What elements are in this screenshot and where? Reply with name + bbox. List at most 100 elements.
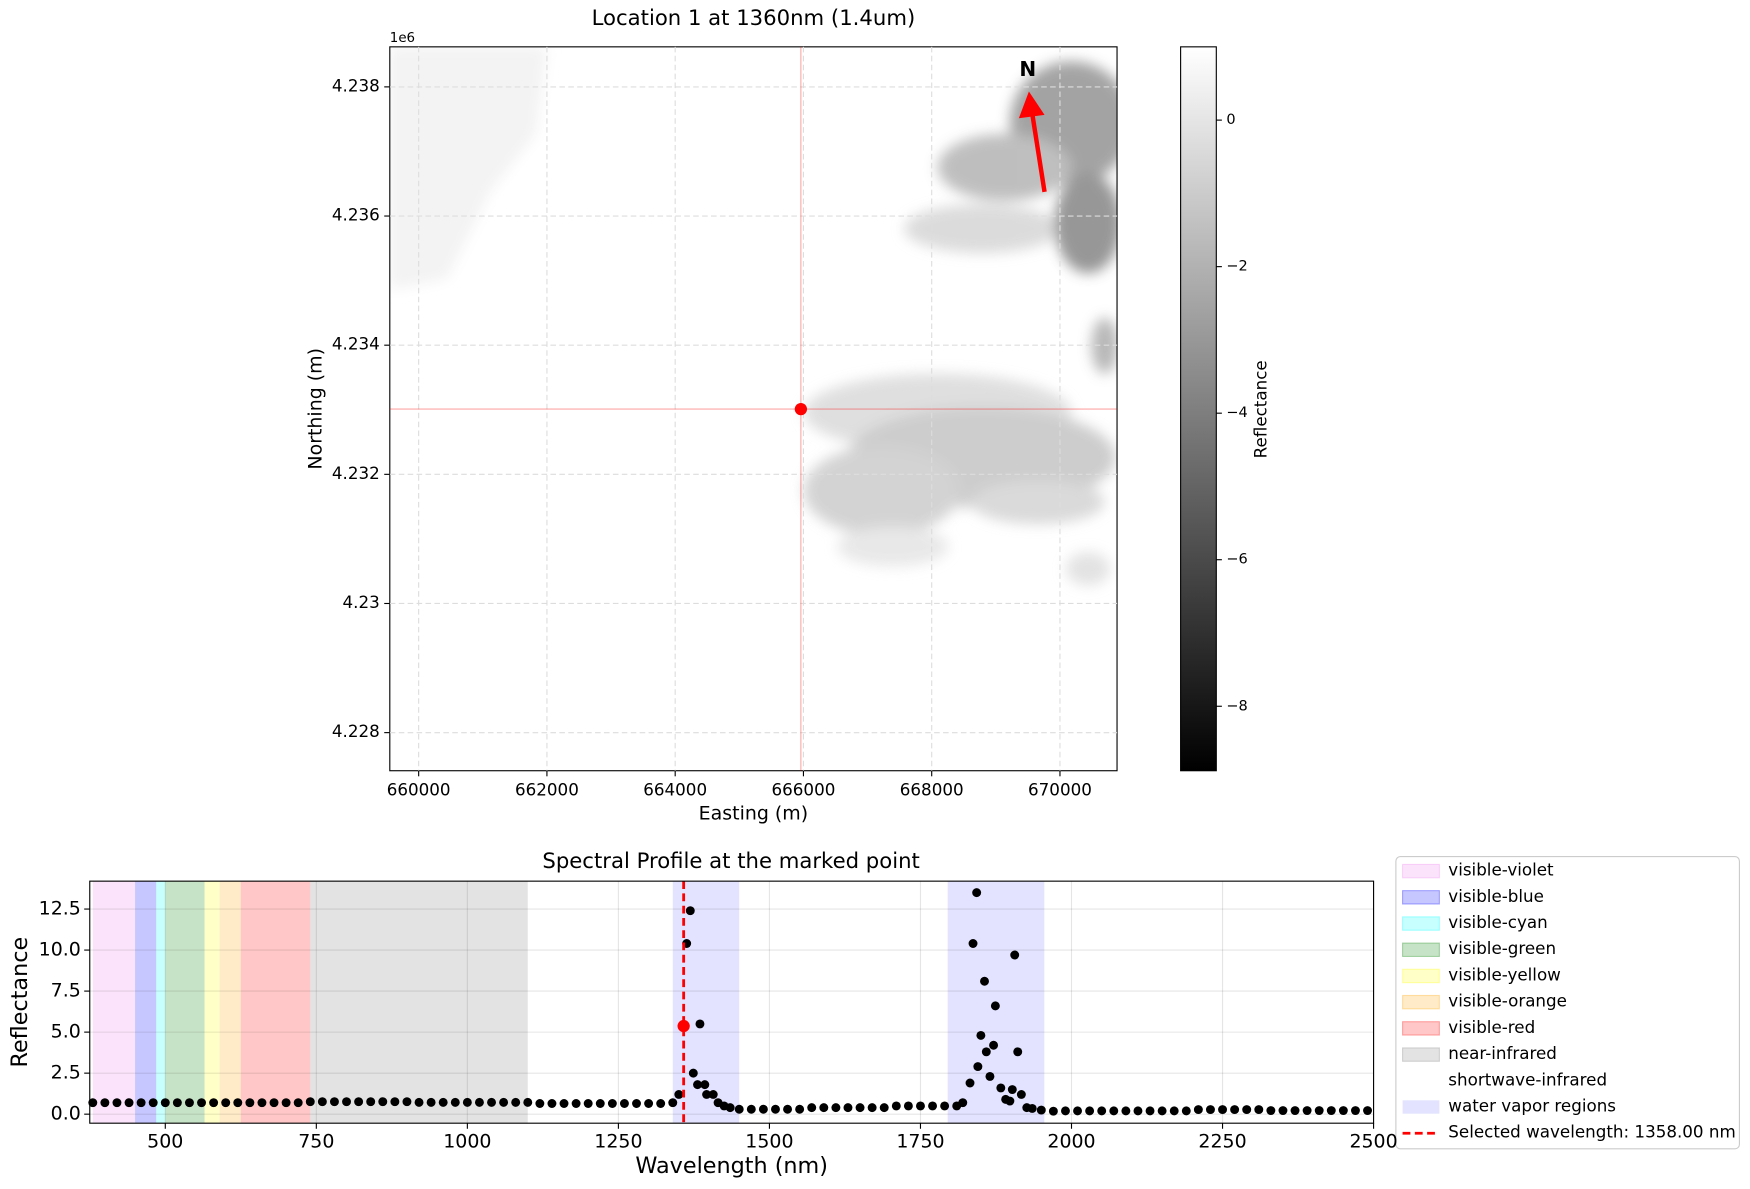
band-region [527, 881, 1374, 1124]
data-point [700, 1080, 710, 1090]
legend-swatch [1402, 1100, 1440, 1114]
data-point [695, 1019, 705, 1029]
data-point [583, 1099, 593, 1108]
legend-swatch [1402, 1021, 1440, 1036]
data-point [88, 1098, 98, 1108]
selected-point [677, 1019, 690, 1033]
data-point [112, 1098, 122, 1108]
data-point [474, 1097, 484, 1107]
band-region [156, 881, 166, 1124]
data-point [1016, 1090, 1026, 1099]
data-point [973, 1062, 983, 1072]
data-point [535, 1099, 545, 1108]
data-point [1266, 1106, 1276, 1116]
data-point [1157, 1106, 1167, 1116]
y-tick-label: 2.5 [51, 1062, 81, 1084]
data-point [1350, 1106, 1360, 1116]
y-tick-label: 10.0 [39, 939, 81, 961]
data-point [725, 1103, 735, 1113]
band-region [310, 881, 528, 1124]
data-point [685, 906, 695, 916]
y-tick-label: 4.234 [332, 334, 380, 354]
data-point [1061, 1106, 1070, 1116]
data-point [1007, 1085, 1017, 1095]
data-point [1338, 1106, 1348, 1116]
data-point [559, 1099, 569, 1108]
x-tick-label: 668000 [900, 779, 964, 799]
data-point [571, 1099, 581, 1108]
data-point [831, 1103, 841, 1113]
y-offset: 1e6 [390, 31, 415, 46]
legend-label: visible-yellow [1448, 964, 1561, 984]
data-point [462, 1097, 472, 1107]
y-axis-label: Northing (m) [305, 348, 327, 470]
legend-label: visible-violet [1448, 860, 1554, 880]
y-tick-label: 4.232 [332, 463, 380, 483]
data-point [523, 1097, 533, 1107]
data-point [160, 1098, 170, 1108]
legend-label: visible-blue [1448, 886, 1544, 906]
data-point [1005, 1096, 1015, 1106]
data-point [317, 1097, 327, 1107]
legend-swatch [1402, 890, 1440, 905]
data-point [197, 1098, 206, 1108]
data-point [891, 1101, 901, 1111]
band-region [219, 881, 241, 1124]
data-point [281, 1098, 291, 1108]
chart-title: Location 1 at 1360nm (1.4um) [592, 5, 916, 30]
data-point [734, 1104, 744, 1114]
band-region [135, 881, 157, 1124]
x-tick-label: 660000 [387, 779, 451, 799]
data-point [989, 1040, 999, 1050]
data-point [1085, 1106, 1095, 1116]
data-point [124, 1098, 134, 1108]
x-tick-label: 666000 [772, 779, 836, 799]
x-axis-label: Wavelength (nm) [635, 1153, 828, 1179]
legend-swatch [1402, 968, 1440, 984]
data-point [269, 1098, 279, 1108]
data-point [965, 1078, 975, 1088]
band-region [204, 881, 220, 1124]
legend-label: near-infrared [1448, 1043, 1557, 1063]
data-point [1254, 1105, 1264, 1115]
legend-label: Selected wavelength: 1358.00 nm [1448, 1122, 1735, 1142]
x-axis-label: Easting (m) [699, 803, 808, 825]
data-point [807, 1103, 817, 1113]
data-point [438, 1097, 448, 1107]
data-point [702, 1090, 712, 1099]
data-point [1230, 1105, 1240, 1115]
data-point [499, 1097, 509, 1107]
data-point [1181, 1106, 1191, 1116]
data-point [1363, 1106, 1372, 1116]
data-point [450, 1097, 460, 1107]
data-point [1169, 1106, 1179, 1116]
data-point [990, 1001, 1000, 1011]
data-point [1242, 1105, 1252, 1115]
band-region [92, 881, 136, 1124]
y-tick-label: 0.0 [51, 1103, 81, 1125]
band-region [165, 881, 205, 1124]
data-point [1278, 1106, 1288, 1116]
data-point [940, 1101, 950, 1111]
x-tick-label: 1000 [443, 1131, 491, 1153]
x-tick-label: 670000 [1028, 779, 1092, 799]
legend-label: visible-green [1448, 938, 1556, 958]
data-point [632, 1099, 641, 1108]
x-tick-label: 662000 [515, 779, 579, 799]
legend-label: water vapor regions [1448, 1096, 1616, 1116]
x-tick-label: 750 [298, 1131, 334, 1153]
colorbar-tick-label: −2 [1226, 259, 1247, 275]
data-point [928, 1101, 938, 1111]
data-point [329, 1097, 339, 1107]
plot-frame [89, 880, 1375, 1124]
data-point [1097, 1106, 1107, 1116]
data-point [746, 1104, 756, 1114]
y-tick-label: 4.228 [332, 721, 380, 741]
data-point [1048, 1106, 1058, 1116]
data-point [996, 1083, 1006, 1093]
data-point [184, 1098, 194, 1108]
data-point [688, 1068, 698, 1078]
data-point [1010, 950, 1020, 960]
